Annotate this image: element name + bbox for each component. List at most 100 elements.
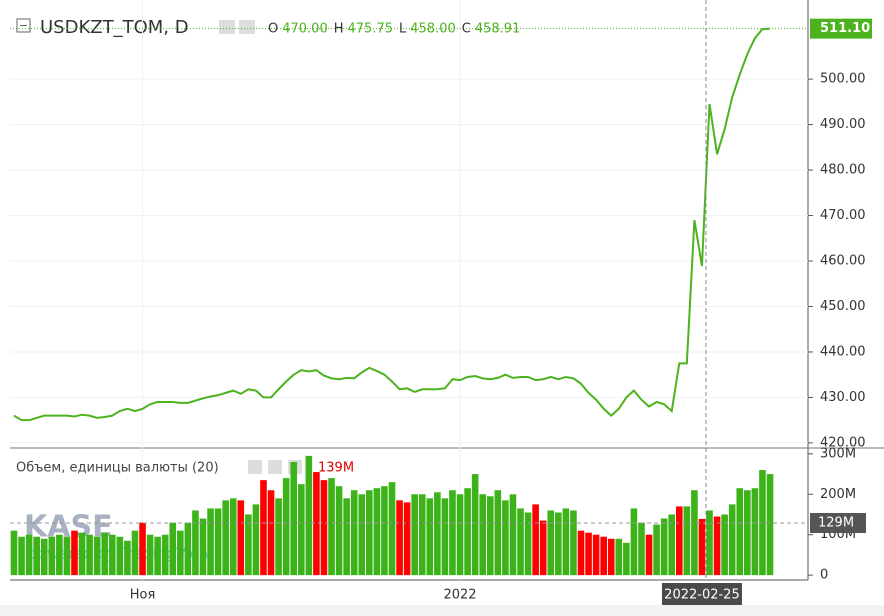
status-bar bbox=[0, 605, 884, 616]
volume-bar bbox=[222, 500, 229, 576]
y-tick-label: 500.00 bbox=[820, 72, 866, 87]
volume-bar bbox=[744, 490, 751, 576]
volume-bar bbox=[373, 488, 381, 576]
eye-icon[interactable] bbox=[219, 20, 235, 34]
volume-bar bbox=[449, 490, 456, 576]
volume-bar bbox=[471, 474, 479, 576]
volume-bar bbox=[623, 542, 630, 576]
collapse-icon[interactable] bbox=[16, 18, 31, 33]
volume-bar bbox=[101, 532, 109, 576]
volume-bar bbox=[177, 530, 184, 576]
volume-bar bbox=[139, 522, 146, 576]
volume-bar bbox=[713, 516, 721, 576]
volume-bar bbox=[766, 474, 774, 576]
volume-bar bbox=[93, 536, 101, 576]
volume-bar bbox=[728, 504, 736, 576]
ohlc-key: O bbox=[268, 22, 278, 37]
last-price-label: 511.10 bbox=[820, 21, 870, 36]
volume-bar bbox=[675, 506, 683, 576]
volume-bar bbox=[585, 532, 592, 576]
volume-bar bbox=[592, 534, 600, 576]
ohlc-value: 458.91 bbox=[475, 22, 521, 37]
volume-bar bbox=[691, 490, 698, 576]
volume-bar bbox=[192, 510, 199, 576]
volume-bar bbox=[71, 530, 78, 576]
symbol-title: USDKZT_TOM, D bbox=[40, 17, 189, 38]
volume-bar bbox=[524, 512, 532, 576]
volume-bar bbox=[78, 532, 86, 576]
volume-bar bbox=[124, 540, 131, 576]
volume-bar bbox=[207, 508, 214, 576]
y-tick-label: 300M bbox=[820, 446, 856, 461]
volume-bar bbox=[282, 478, 290, 576]
volume-bar bbox=[18, 536, 25, 576]
volume-bar bbox=[381, 486, 388, 576]
y-tick-label: 200M bbox=[820, 487, 856, 502]
volume-bar bbox=[706, 510, 713, 576]
ohlc-value: 470.00 bbox=[282, 22, 328, 37]
volume-bar bbox=[161, 534, 169, 576]
volume-bar bbox=[577, 530, 585, 576]
volume-bar bbox=[335, 486, 343, 576]
volume-bar bbox=[229, 498, 237, 576]
y-tick-label: 430.00 bbox=[820, 390, 866, 405]
ohlc-value: 458.00 bbox=[410, 22, 456, 37]
ohlc-key: L bbox=[399, 22, 407, 37]
volume-bar bbox=[562, 508, 570, 576]
volume-bar bbox=[297, 484, 305, 576]
volume-bar bbox=[668, 514, 676, 576]
volume-bar bbox=[358, 494, 366, 576]
ohlc-value: 475.75 bbox=[348, 22, 394, 37]
volume-bar bbox=[396, 500, 403, 576]
volume-bar bbox=[343, 498, 350, 576]
volume-bar bbox=[33, 536, 40, 576]
volume-bar bbox=[509, 494, 517, 576]
volume-bar bbox=[131, 530, 139, 576]
volume-bar bbox=[86, 534, 93, 576]
x-tick-label: 2022 bbox=[443, 588, 476, 603]
y-tick-label: 0 bbox=[820, 568, 828, 583]
volume-bar bbox=[237, 500, 245, 576]
y-tick-label: 450.00 bbox=[820, 299, 866, 314]
volume-bar bbox=[214, 508, 222, 576]
volume-bar bbox=[25, 534, 33, 576]
volume-bar bbox=[199, 518, 207, 576]
volume-bar bbox=[260, 480, 267, 576]
volume-bar bbox=[108, 534, 116, 576]
x-tick-label: Ноя bbox=[130, 588, 156, 603]
volume-bar bbox=[154, 536, 161, 576]
volume-bar bbox=[736, 488, 744, 576]
volume-ma-bg bbox=[810, 512, 866, 533]
eye-icon[interactable] bbox=[248, 460, 262, 474]
settings-icon[interactable] bbox=[268, 460, 282, 474]
volume-bar bbox=[313, 472, 320, 576]
volume-bar bbox=[751, 488, 759, 576]
settings-icon[interactable] bbox=[239, 20, 255, 34]
volume-bar bbox=[547, 510, 555, 576]
volume-bar bbox=[486, 496, 494, 576]
y-tick-label: 420.00 bbox=[820, 435, 866, 450]
volume-bar bbox=[252, 504, 260, 576]
volume-bar bbox=[56, 534, 63, 576]
volume-bar bbox=[721, 514, 728, 576]
volume-bar bbox=[169, 522, 177, 576]
volume-bar bbox=[441, 498, 449, 576]
last-price-bg bbox=[810, 18, 872, 39]
volume-bar bbox=[532, 504, 539, 576]
volume-bar bbox=[570, 510, 577, 576]
volume-bar bbox=[698, 518, 706, 576]
volume-bar bbox=[615, 538, 623, 576]
volume-bar bbox=[320, 480, 328, 576]
volume-bar bbox=[494, 490, 502, 576]
volume-bar bbox=[660, 518, 668, 576]
volume-bar bbox=[366, 490, 373, 576]
y-tick-label: 480.00 bbox=[820, 163, 866, 178]
crosshair-label-bg bbox=[661, 583, 742, 605]
volume-bar bbox=[411, 494, 418, 576]
volume-ma-label: 129M bbox=[818, 515, 854, 530]
volume-bar bbox=[245, 514, 252, 576]
volume-bar bbox=[403, 502, 411, 576]
volume-bar bbox=[555, 512, 562, 576]
volume-bar bbox=[388, 482, 396, 576]
